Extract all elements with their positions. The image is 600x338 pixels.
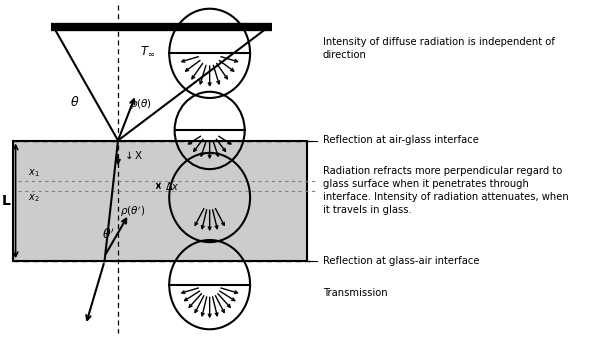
Bar xyxy=(13,141,307,261)
Text: $x_1$: $x_1$ xyxy=(28,167,39,179)
Text: Reflection at glass-air interface: Reflection at glass-air interface xyxy=(323,256,479,266)
Text: Reflection at air-glass interface: Reflection at air-glass interface xyxy=(323,135,479,145)
Text: $x_2$: $x_2$ xyxy=(28,192,39,204)
Text: $\downarrow$X: $\downarrow$X xyxy=(122,150,144,161)
Text: $\rho(\theta)$: $\rho(\theta)$ xyxy=(130,97,152,111)
Text: $\theta'$: $\theta'$ xyxy=(102,227,115,242)
Text: Transmission: Transmission xyxy=(323,288,388,298)
Text: $\Delta x$: $\Delta x$ xyxy=(165,180,179,192)
Text: $\rho(\theta')$: $\rho(\theta')$ xyxy=(119,205,145,219)
Text: $\theta$: $\theta$ xyxy=(70,95,80,109)
Text: Intensity of diffuse radiation is independent of
direction: Intensity of diffuse radiation is indepe… xyxy=(323,37,555,60)
Text: Radiation refracts more perpendicular regard to
glass surface when it penetrates: Radiation refracts more perpendicular re… xyxy=(323,166,569,215)
Text: L: L xyxy=(2,194,11,208)
Text: $T_\infty$: $T_\infty$ xyxy=(140,44,155,57)
